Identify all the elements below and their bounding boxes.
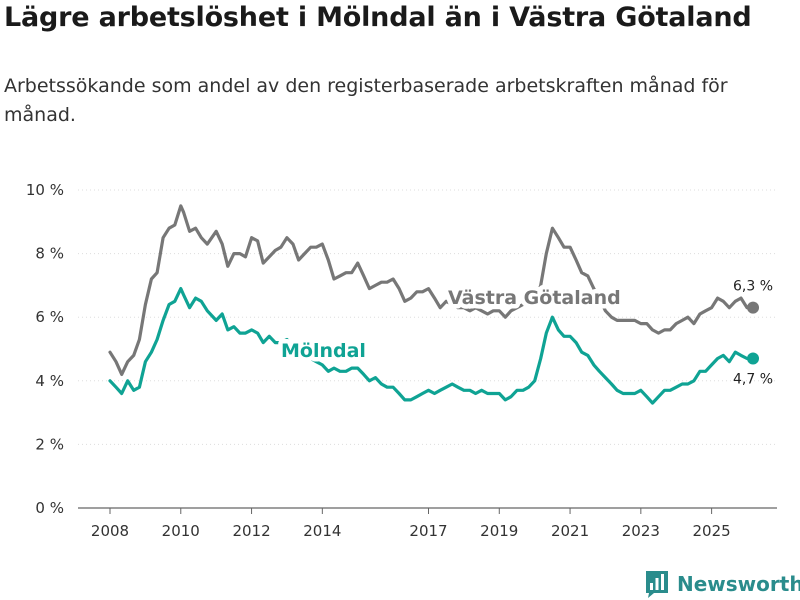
x-tick-label: 2019: [480, 522, 518, 540]
x-tick-label: 2021: [551, 522, 589, 540]
x-tick-label: 2017: [409, 522, 447, 540]
series-lines: [108, 204, 760, 405]
y-tick-label: 6 %: [35, 308, 64, 326]
brand-logo: Newsworthy: [644, 568, 800, 600]
x-tick-label: 2023: [622, 522, 660, 540]
x-axis: 2008 2010 2012 2014 2017 2019 2021 2023 2025: [91, 508, 731, 540]
x-tick-label: 2025: [693, 522, 731, 540]
x-tick-label: 2014: [303, 522, 341, 540]
end-marker-molndal: [747, 352, 760, 365]
y-tick-label: 4 %: [35, 372, 64, 390]
chart-title: Lägre arbetslöshet i Mölndal än i Västra…: [4, 2, 752, 33]
end-marker-vastra-gotaland: [747, 301, 760, 314]
newsworthy-logo-icon: [646, 571, 668, 598]
end-value-label-vastra-gotaland: 6,3 %: [733, 279, 773, 295]
series-line-vastra-gotaland: [108, 204, 755, 376]
chart-subtitle: Arbetssökande som andel av den registerb…: [4, 75, 728, 126]
end-value-label-molndal: 4,7 %: [733, 372, 773, 388]
x-tick-label: 2010: [162, 522, 200, 540]
series-labels: Västra Götaland Mölndal 6,3 % 4,7 %: [277, 279, 774, 388]
series-line-molndal: [108, 287, 755, 405]
y-axis: 0 % 2 % 4 % 6 % 8 % 10 %: [26, 181, 64, 517]
y-tick-label: 8 %: [35, 245, 64, 263]
brand-name: Newsworthy: [677, 572, 800, 596]
gridlines: [78, 189, 777, 509]
y-tick-label: 2 %: [35, 435, 64, 453]
y-tick-label: 0 %: [35, 499, 64, 517]
y-tick-label: 10 %: [26, 181, 64, 199]
x-tick-label: 2008: [91, 522, 129, 540]
series-label-molndal: Mölndal: [281, 340, 366, 362]
x-tick-label: 2012: [232, 522, 270, 540]
series-label-vastra-gotaland: Västra Götaland: [448, 287, 621, 309]
